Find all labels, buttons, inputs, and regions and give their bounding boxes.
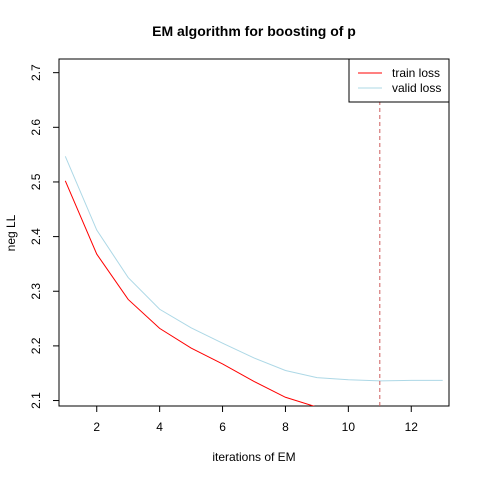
y-tick-label: 2.7 xyxy=(29,64,43,81)
plot-frame xyxy=(58,58,450,407)
y-tick-label: 2.3 xyxy=(29,283,43,300)
x-tick-label: 2 xyxy=(93,420,100,434)
series-line-valid-loss xyxy=(64,156,443,382)
y-axis-label: neg LL xyxy=(4,214,18,251)
x-tick-label: 6 xyxy=(219,420,226,434)
x-tick-label: 8 xyxy=(282,420,289,434)
y-tick-label: 2.6 xyxy=(29,119,43,136)
y-tick-label: 2.2 xyxy=(29,337,43,354)
y-tick-label: 2.1 xyxy=(29,392,43,409)
x-tick-label: 12 xyxy=(405,420,419,434)
plot-area xyxy=(64,59,443,406)
x-axis-label: iterations of EM xyxy=(212,450,295,464)
y-tick-label: 2.5 xyxy=(29,173,43,190)
chart-title: EM algorithm for boosting of p xyxy=(152,23,356,39)
legend-label: valid loss xyxy=(392,81,441,95)
x-tick-label: 10 xyxy=(342,420,356,434)
legend-label: train loss xyxy=(392,66,440,80)
series-line-train-loss xyxy=(64,180,316,406)
x-tick-label: 4 xyxy=(156,420,163,434)
x-axis: 2 4 6 8 10 12 xyxy=(93,406,418,434)
legend-box xyxy=(348,58,450,103)
y-axis: 2.1 2.2 2.3 2.4 2.5 2.6 2.7 xyxy=(29,64,59,409)
y-tick-label: 2.4 xyxy=(29,228,43,245)
